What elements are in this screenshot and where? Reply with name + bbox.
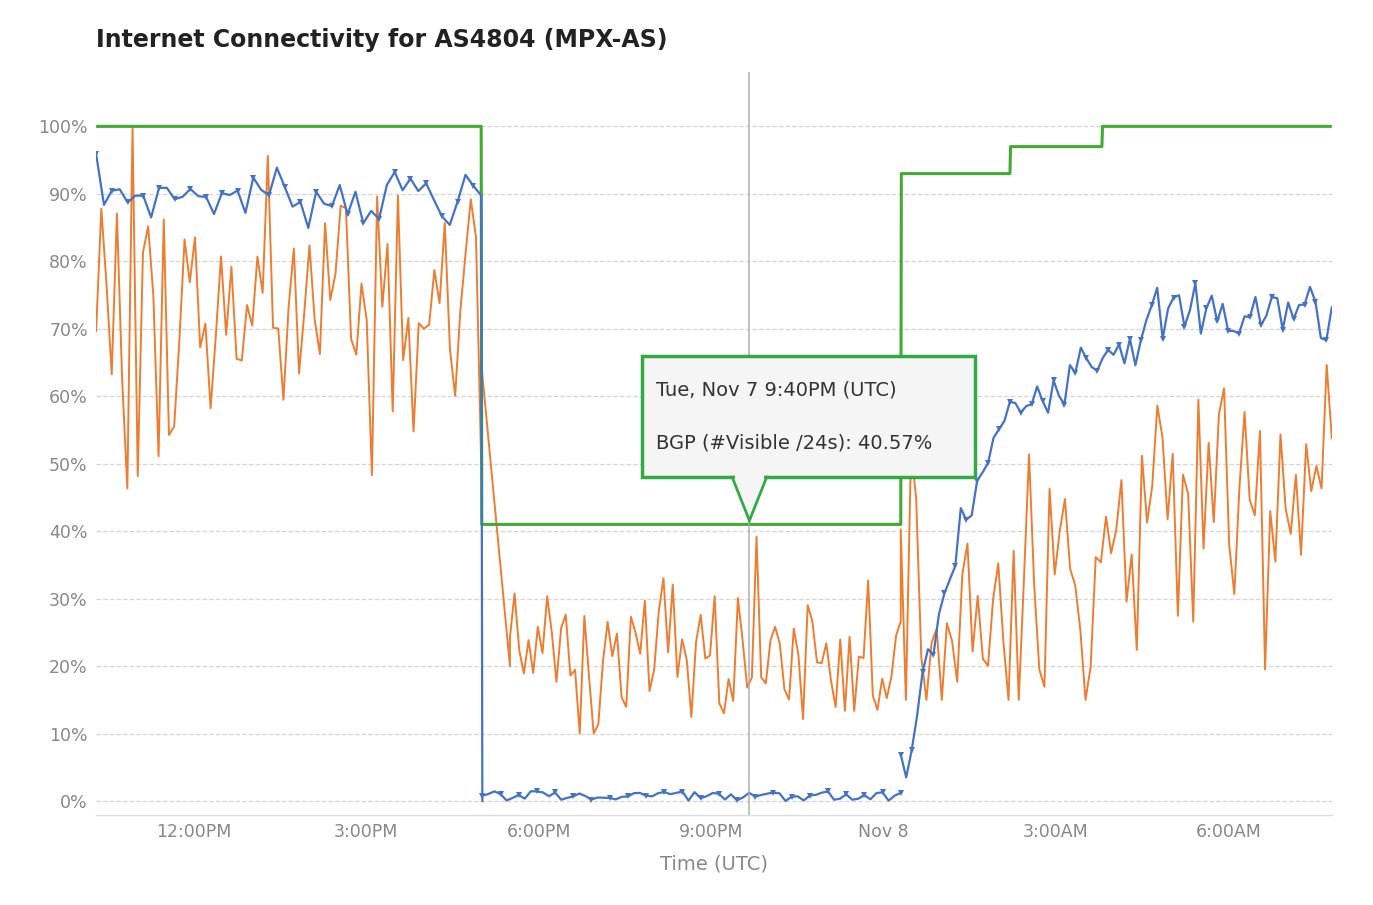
Text: BGP (#Visible /24s): 40.57%: BGP (#Visible /24s): 40.57% [656,433,932,452]
Polygon shape [732,477,766,520]
X-axis label: Time (UTC): Time (UTC) [660,854,768,873]
Text: Internet Connectivity for AS4804 (MPX-AS): Internet Connectivity for AS4804 (MPX-AS… [96,28,667,52]
Text: Tue, Nov 7 9:40PM (UTC): Tue, Nov 7 9:40PM (UTC) [656,380,897,399]
FancyBboxPatch shape [643,356,975,477]
Polygon shape [735,475,763,480]
